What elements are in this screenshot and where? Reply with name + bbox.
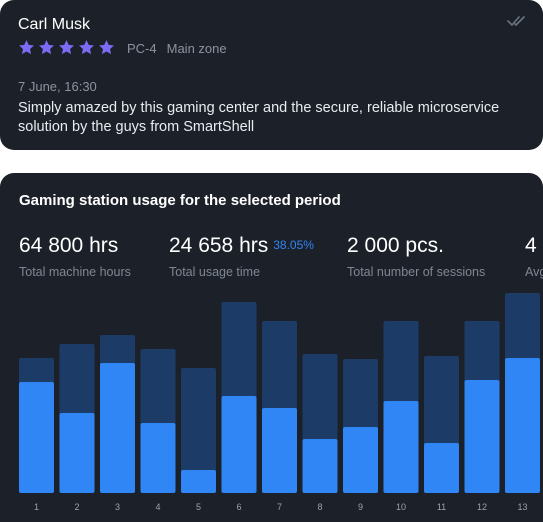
stat-label: Avg	[525, 265, 543, 279]
zone-label: Main zone	[166, 41, 227, 56]
rating-stars	[18, 39, 115, 56]
star-icon	[59, 40, 74, 55]
stat-machine-hours: 64 800 hrs Total machine hours	[19, 233, 131, 279]
usage-title: Gaming station usage for the selected pe…	[19, 192, 341, 209]
x-tick-label: 2	[74, 502, 79, 512]
x-tick-label: 10	[396, 502, 406, 512]
bar-used	[262, 408, 297, 493]
stat-average: 4 Avg	[525, 233, 543, 279]
usage-chart: 1 2 3 4 5 6 7 8 9 10 11 12 13	[19, 293, 540, 512]
star-icon	[99, 40, 114, 55]
review-meta: PC-4 Main zone	[127, 41, 227, 56]
star-icon	[39, 40, 54, 55]
pc-label: PC-4	[127, 41, 157, 56]
stat-usage-time: 24 658 hrs 38.05% Total usage time	[169, 233, 314, 279]
x-tick-label: 5	[196, 502, 201, 512]
x-tick-label: 1	[34, 502, 39, 512]
bar-used	[464, 380, 500, 493]
bar-used	[302, 439, 338, 493]
bar-used	[424, 443, 459, 493]
stat-sessions: 2 000 pcs. Total number of sessions	[347, 233, 485, 279]
x-tick-label: 11	[437, 502, 446, 512]
x-tick-label: 8	[317, 502, 322, 512]
reviewer-name: Carl Musk	[18, 16, 91, 33]
review-card: Carl Musk PC-4 Main zone 7 June, 16:30 S…	[0, 0, 543, 150]
stat-value: 4	[525, 234, 537, 257]
stat-percent: 38.05%	[273, 238, 314, 252]
bar-used	[19, 382, 54, 493]
stat-label: Total number of sessions	[347, 265, 486, 279]
stat-label: Total usage time	[169, 265, 261, 279]
x-tick-label: 7	[277, 502, 282, 512]
bar-used	[140, 423, 176, 493]
bar-total	[181, 368, 216, 493]
bar-used	[221, 396, 257, 493]
bar-used	[505, 358, 540, 493]
stat-value: 24 658 hrs	[169, 234, 269, 257]
x-tick-label: 13	[517, 502, 527, 512]
usage-card: 1 2 3 4 5 6 7 8 9 10 11 12 13 Gaming station usage f…	[0, 173, 543, 522]
review-text: Simply amazed by this gaming center and …	[18, 100, 500, 135]
stat-label: Total machine hours	[19, 265, 131, 279]
bar-used	[59, 413, 95, 493]
x-tick-label: 12	[477, 502, 487, 512]
stat-value: 64 800 hrs	[19, 234, 119, 257]
bar-used	[181, 470, 216, 493]
bar-used	[343, 427, 378, 493]
x-tick-label: 4	[155, 502, 160, 512]
x-tick-label: 9	[358, 502, 363, 512]
star-icon	[79, 40, 94, 55]
star-icon	[19, 40, 34, 55]
review-date: 7 June, 16:30	[18, 79, 97, 94]
bar-used	[383, 401, 419, 493]
x-tick-label: 6	[236, 502, 241, 512]
x-tick-label: 3	[115, 502, 120, 512]
bar-used	[100, 363, 135, 493]
double-check-icon	[507, 16, 525, 26]
stat-value: 2 000 pcs.	[347, 234, 444, 257]
